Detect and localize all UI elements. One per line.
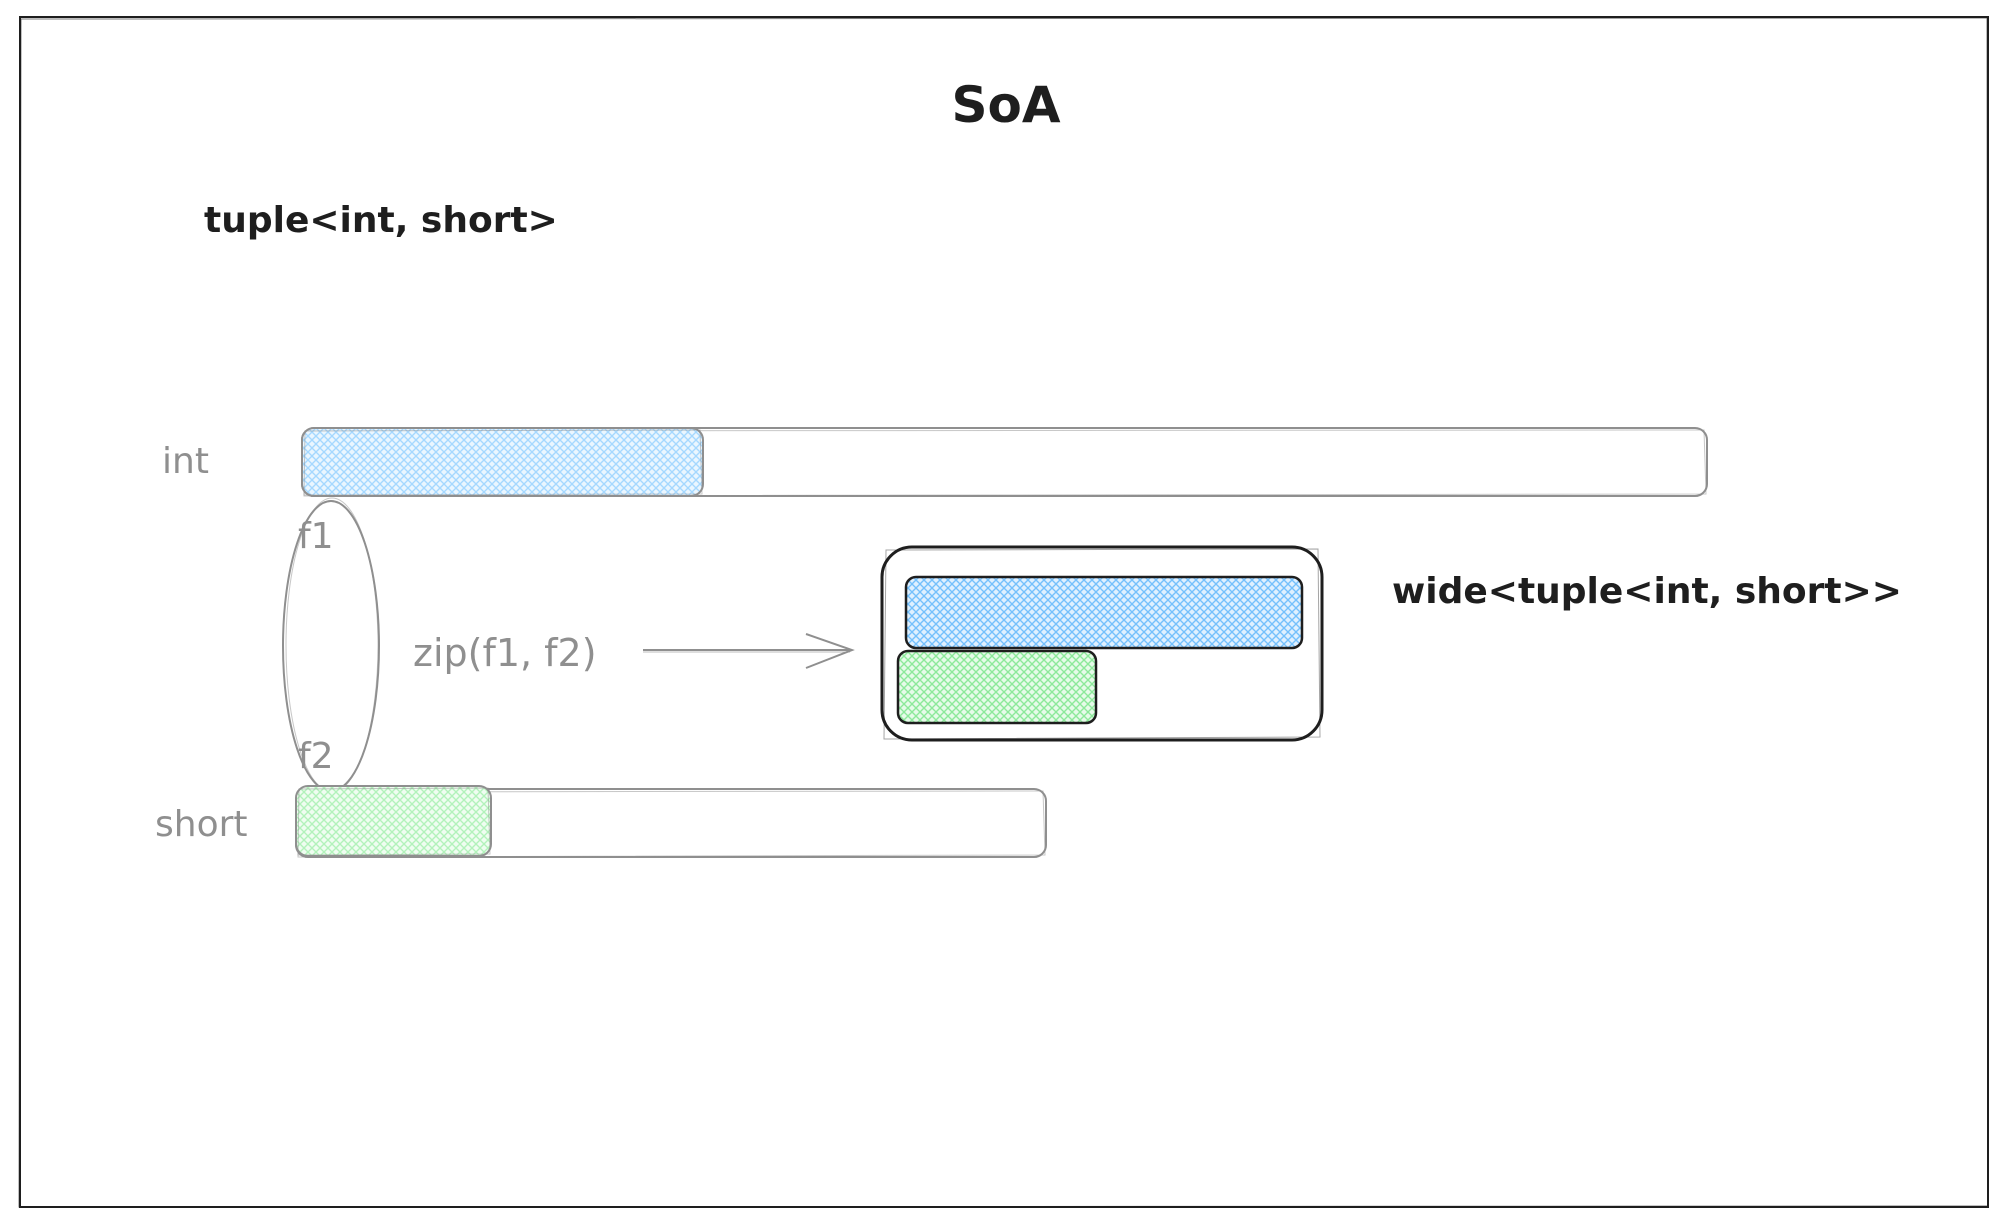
- int-field-f1-segment: [301, 427, 704, 497]
- field-label-f2: f2: [298, 736, 334, 777]
- zip-arrow: [643, 633, 855, 669]
- short-field-f2-segment: [295, 785, 492, 857]
- zip-label: zip(f1, f2): [413, 631, 597, 675]
- short-array-row: short: [155, 785, 1047, 858]
- wide-short-lane: [896, 649, 1098, 725]
- diagram-title: SoA: [951, 76, 1060, 134]
- int-row-label: int: [162, 441, 209, 482]
- tuple-type-label: tuple<int, short>: [204, 200, 558, 241]
- wide-int-lane: [904, 575, 1304, 650]
- wide-type-label: wide<tuple<int, short>>: [1392, 571, 1902, 612]
- outer-frame: [18, 16, 1989, 1208]
- field-label-f1: f1: [298, 516, 334, 557]
- int-array-row: int: [162, 427, 1708, 497]
- short-row-label: short: [155, 804, 248, 845]
